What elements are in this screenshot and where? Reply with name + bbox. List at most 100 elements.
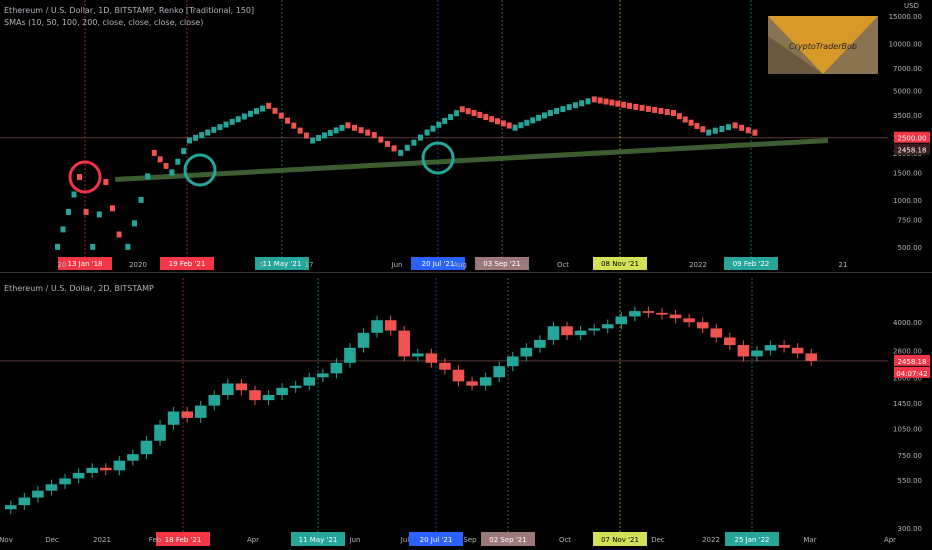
candle-body: [506, 356, 519, 367]
renko-brick: [664, 108, 670, 115]
candle-body: [737, 345, 750, 357]
renko-brick: [235, 116, 241, 123]
date-marker-label: 07 Nov '21: [601, 536, 639, 544]
candle-body: [181, 411, 193, 418]
renko-brick: [339, 124, 345, 131]
candle-body: [412, 353, 424, 357]
date-marker-badge: [255, 257, 309, 270]
renko-brick: [547, 109, 553, 116]
renko-brick: [579, 100, 585, 107]
renko-brick: [621, 101, 627, 108]
renko-brick: [138, 196, 144, 203]
candle-body: [222, 383, 234, 396]
renko-brick: [291, 122, 297, 129]
renko-brick: [125, 243, 131, 250]
candle-body: [154, 424, 166, 441]
candle-body: [778, 345, 790, 348]
candle-body: [425, 353, 438, 363]
renko-chart[interactable]: 500.00750.001000.001500.002000.002500.00…: [0, 0, 932, 272]
y-tick-label: 5000.00: [893, 88, 922, 96]
candle-body: [791, 347, 804, 354]
renko-brick: [671, 109, 676, 116]
renko-legend: Ethereum / U.S. Dollar, 1D, BITSTAMP, Re…: [4, 6, 254, 27]
candle-body: [574, 330, 587, 336]
y-tick-label: 300.00: [898, 525, 923, 533]
candle-body: [45, 484, 58, 491]
renko-title[interactable]: Ethereum / U.S. Dollar, 1D, BITSTAMP, Re…: [4, 6, 255, 15]
date-marker-label: 11 May '21: [299, 536, 338, 544]
renko-brick: [682, 116, 688, 123]
renko-brick: [90, 243, 96, 250]
x-tick-label: 2021: [93, 536, 111, 544]
renko-brick: [530, 117, 536, 124]
renko-brick: [688, 119, 694, 126]
date-marker-badge: [593, 257, 647, 270]
date-marker-badge: [58, 257, 112, 270]
highlight-circle: [421, 141, 455, 175]
candle-body: [127, 454, 139, 461]
renko-brick: [211, 126, 217, 133]
date-marker-label: 20 Jul '21: [420, 536, 453, 544]
renko-brick: [352, 124, 357, 131]
y-tick-label: 2000.00: [893, 374, 922, 382]
renko-brick: [217, 124, 223, 131]
x-tick-label: 20: [58, 261, 67, 269]
x-tick-label: Sep: [463, 536, 477, 544]
x-tick-label: Dec: [45, 536, 59, 544]
renko-brick: [442, 117, 448, 124]
renko-brick: [175, 158, 181, 165]
date-marker-label: 02 Sep '21: [489, 536, 526, 544]
renko-brick: [345, 122, 351, 129]
date-marker-badge: [724, 257, 778, 270]
sma-indicator-label[interactable]: SMAs (10, 50, 100, 200, close, close, cl…: [4, 18, 204, 27]
renko-brick: [327, 129, 333, 136]
renko-brick: [712, 127, 718, 134]
y-tick-label: 1500.00: [893, 169, 922, 177]
candlestick-chart[interactable]: 300.00 550.00 750.00 1050.00 1450.00 2000.00 2…: [0, 278, 932, 550]
renko-brick: [205, 129, 211, 136]
x-tick-label: Apr: [247, 536, 259, 544]
renko-brick: [60, 226, 66, 233]
y-tick-label: 1050.00: [893, 425, 922, 433]
candle-body: [439, 362, 451, 370]
renko-brick: [132, 220, 137, 227]
renko-brick: [391, 145, 397, 152]
candle-title[interactable]: Ethereum / U.S. Dollar, 2D, BITSTAMP: [4, 284, 154, 293]
date-marker-badge: [725, 532, 779, 546]
candle-body: [588, 328, 600, 331]
renko-brick: [500, 120, 506, 127]
date-marker-label: 11 May '21: [263, 260, 302, 268]
candlestick-chart-pane[interactable]: 300.00 550.00 750.00 1050.00 1450.00 2000.00 2…: [0, 278, 932, 550]
date-marker-badge: [291, 532, 345, 546]
candle-body: [303, 377, 316, 386]
renko-brick: [385, 140, 390, 147]
candle-body: [72, 472, 85, 479]
renko-brick: [418, 134, 423, 141]
candle-body: [140, 440, 153, 455]
candle-body: [330, 362, 343, 374]
renko-chart-pane[interactable]: 500.00750.001000.001500.002000.002500.00…: [0, 0, 932, 273]
renko-brick: [254, 108, 260, 115]
renko-brick: [459, 106, 465, 113]
renko-brick: [591, 96, 597, 103]
renko-brick: [365, 129, 371, 136]
candle-body: [194, 405, 207, 418]
renko-brick: [193, 134, 199, 141]
candle-body: [696, 322, 709, 329]
renko-brick: [719, 125, 725, 132]
renko-brick: [404, 144, 410, 151]
x-tick-label: 2022: [702, 536, 720, 544]
renko-brick: [436, 121, 442, 128]
date-marker-badge: [593, 532, 647, 546]
renko-brick: [285, 117, 291, 124]
renko-brick: [96, 211, 102, 218]
renko-brick: [424, 129, 430, 136]
renko-brick: [448, 114, 454, 121]
x-tick-label: 17: [305, 261, 314, 269]
x-tick-label: Oct: [559, 536, 571, 544]
y-tick-label: 3500.00: [893, 112, 922, 120]
renko-brick: [266, 102, 272, 109]
renko-brick: [471, 110, 477, 117]
renko-brick: [483, 114, 489, 121]
